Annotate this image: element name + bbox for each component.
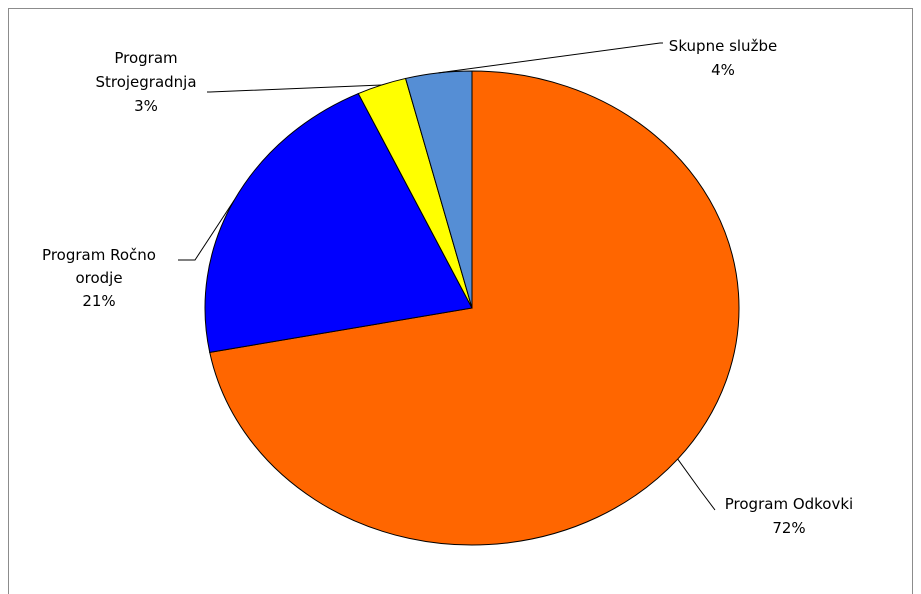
slice-label-name: Program Odkovki <box>725 495 853 513</box>
label-program-rocno-orodje: Program Ročno orodje 21% <box>42 246 156 310</box>
slice-label-percent: 72% <box>772 519 805 537</box>
label-program-strojegradnja: Program Strojegradnja 3% <box>95 49 196 115</box>
leader-line <box>207 84 382 93</box>
slice-label-name: Skupne službe <box>669 37 777 55</box>
slice-label-percent: 21% <box>82 292 115 310</box>
pie-slice <box>204 92 473 353</box>
pie-slices <box>204 70 740 546</box>
slice-label-name: Program Ročno <box>42 246 156 264</box>
label-program-odkovki: Program Odkovki 72% <box>725 495 853 537</box>
slice-label-name-line2: Strojegradnja <box>95 73 196 91</box>
label-skupne-sluzbe: Skupne službe 4% <box>669 37 777 79</box>
slice-label-name: Program <box>114 49 177 67</box>
slice-label-percent: 3% <box>134 97 158 115</box>
leader-lines <box>178 42 716 511</box>
leader-line <box>438 42 663 74</box>
slice-label-percent: 4% <box>711 61 735 79</box>
pie-slice <box>209 70 740 546</box>
leader-line <box>178 200 235 261</box>
leader-line <box>677 458 716 511</box>
slice-label-name-line2: orodje <box>75 269 122 287</box>
